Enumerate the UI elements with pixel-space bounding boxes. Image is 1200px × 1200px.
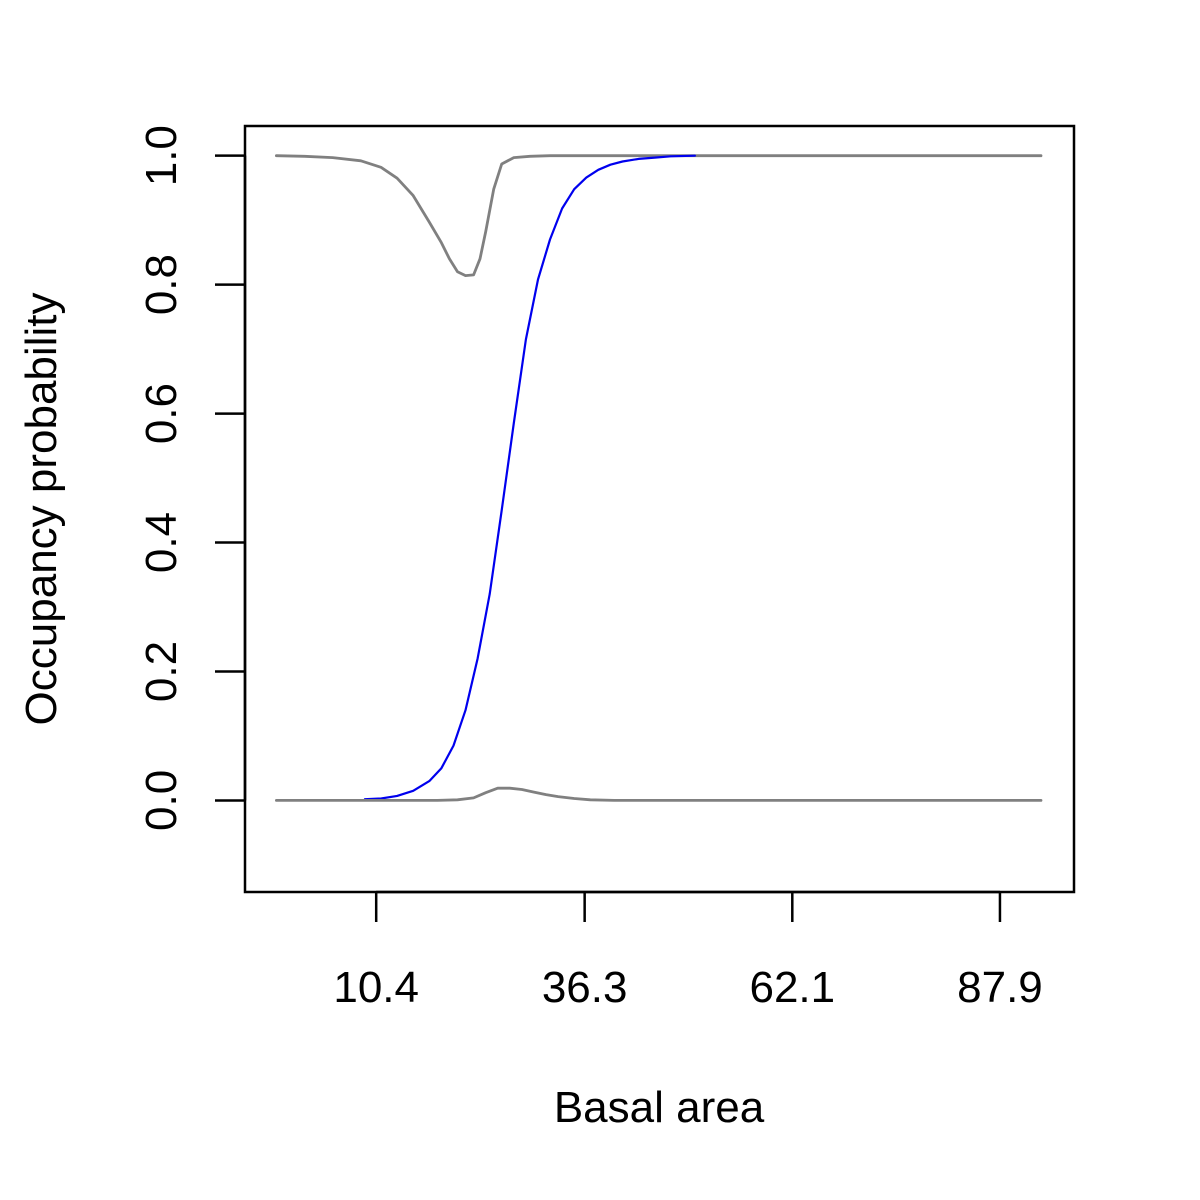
y-axis: 0.0 0.2 0.4 0.6 0.8 1.0 (137, 125, 247, 831)
y-tick-label: 1.0 (137, 125, 186, 186)
y-tick-label: 0.2 (137, 641, 186, 702)
y-tick-label: 0.0 (137, 770, 186, 831)
x-axis-title: Basal area (554, 1083, 765, 1132)
series-line-lower-bound (274, 786, 1043, 802)
series-line-estimate (363, 154, 697, 801)
x-tick-label: 87.9 (957, 963, 1043, 1012)
plot-frame (243, 124, 1076, 894)
y-tick-label: 0.8 (137, 254, 186, 315)
x-tick-label: 36.3 (542, 963, 628, 1012)
x-axis: 10.4 36.3 62.1 87.9 (333, 890, 1043, 1012)
y-axis-title: Occupancy probability (17, 293, 66, 726)
x-tick-label: 62.1 (749, 963, 835, 1012)
y-tick-label: 0.4 (137, 512, 186, 573)
x-tick-label: 10.4 (333, 963, 419, 1012)
series-layer (274, 154, 1043, 802)
y-tick-label: 0.6 (137, 383, 186, 444)
series-line-upper-bound (274, 154, 1043, 278)
